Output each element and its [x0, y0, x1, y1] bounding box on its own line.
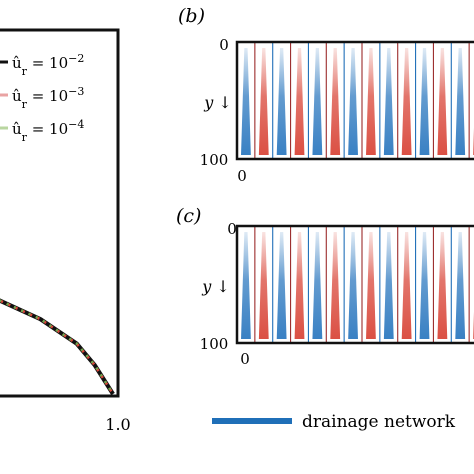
panel-b-label: (b): [178, 5, 205, 27]
panel-c: (c) 0 100 0 y ↓: [176, 205, 474, 368]
panel-b: (b) 0 100 0 y ↓: [178, 5, 474, 185]
panel-c-stripe-6: [330, 232, 341, 339]
panel-c-stripe-10: [401, 232, 412, 339]
line-series-3: [0, 299, 115, 395]
panel-c-stripe-3: [276, 232, 287, 339]
panel-b-heatmap: [241, 42, 474, 159]
panel-b-stripe-10: [401, 48, 412, 155]
panel-b-stripe-7: [348, 48, 358, 155]
left-plot-lines: [0, 298, 115, 396]
legend-label-3: ûr = 10−4: [12, 118, 84, 144]
panel-b-stripe-9: [383, 48, 394, 155]
legend-label-2: ûr = 10−3: [12, 85, 84, 111]
panel-c-stripe-11: [419, 232, 430, 339]
legend-entry-2: ûr = 10−3: [0, 85, 84, 111]
left-plot-frame: [0, 28, 120, 398]
left-x-tick-label: 1.0: [105, 415, 130, 434]
panel-b-stripe-8: [366, 48, 376, 155]
left-plot: 1.0 ûr = 10−2 ûr = 10−3 ûr = 10−4: [0, 28, 131, 434]
panel-c-stripe-12: [437, 232, 448, 339]
panel-c-x-left-tick: 0: [240, 350, 250, 368]
legend-entry-3: ûr = 10−4: [0, 118, 84, 144]
panel-b-stripe-2: [258, 48, 269, 155]
panel-c-y-bottom-tick: 100: [200, 335, 229, 353]
drainage-network-label: drainage network: [302, 412, 456, 432]
panel-b-x-left-tick: 0: [237, 167, 247, 185]
panel-c-stripe-2: [258, 232, 269, 339]
panel-c-frame: [235, 224, 474, 345]
panel-b-stripe-11: [419, 48, 430, 155]
panel-b-stripe-4: [294, 48, 305, 155]
panel-c-heatmap: [241, 226, 474, 343]
panel-c-y-label: y ↓: [201, 277, 230, 296]
panel-b-stripe-1: [241, 48, 251, 155]
panel-c-stripe-13: [455, 232, 466, 339]
legend-entry-1: ûr = 10−2: [0, 52, 84, 78]
panel-c-y-top-tick: 0: [227, 220, 237, 238]
panel-c-stripe-1: [241, 232, 251, 339]
panel-b-y-top-tick: 0: [219, 36, 229, 54]
panel-b-frame: [235, 40, 474, 161]
line-series-2: [0, 299, 115, 395]
bottom-legend: drainage network: [212, 412, 456, 432]
panel-b-y-label: y ↓: [203, 93, 232, 112]
panel-c-stripe-7: [348, 232, 358, 339]
panel-b-y-bottom-tick: 100: [200, 151, 229, 169]
panel-c-label: (c): [176, 205, 201, 227]
panel-b-stripe-12: [437, 48, 448, 155]
panel-b-stripe-5: [312, 48, 323, 155]
panel-b-stripe-13: [455, 48, 466, 155]
panel-c-stripe-4: [294, 232, 305, 339]
left-legend: ûr = 10−2 ûr = 10−3 ûr = 10−4: [0, 52, 84, 144]
panel-c-stripe-8: [366, 232, 376, 339]
panel-b-stripe-6: [330, 48, 341, 155]
panel-b-stripe-3: [276, 48, 287, 155]
panel-c-stripe-9: [383, 232, 394, 339]
legend-label-1: ûr = 10−2: [12, 52, 84, 78]
line-series-1: [0, 298, 115, 396]
panel-c-stripe-5: [312, 232, 323, 339]
